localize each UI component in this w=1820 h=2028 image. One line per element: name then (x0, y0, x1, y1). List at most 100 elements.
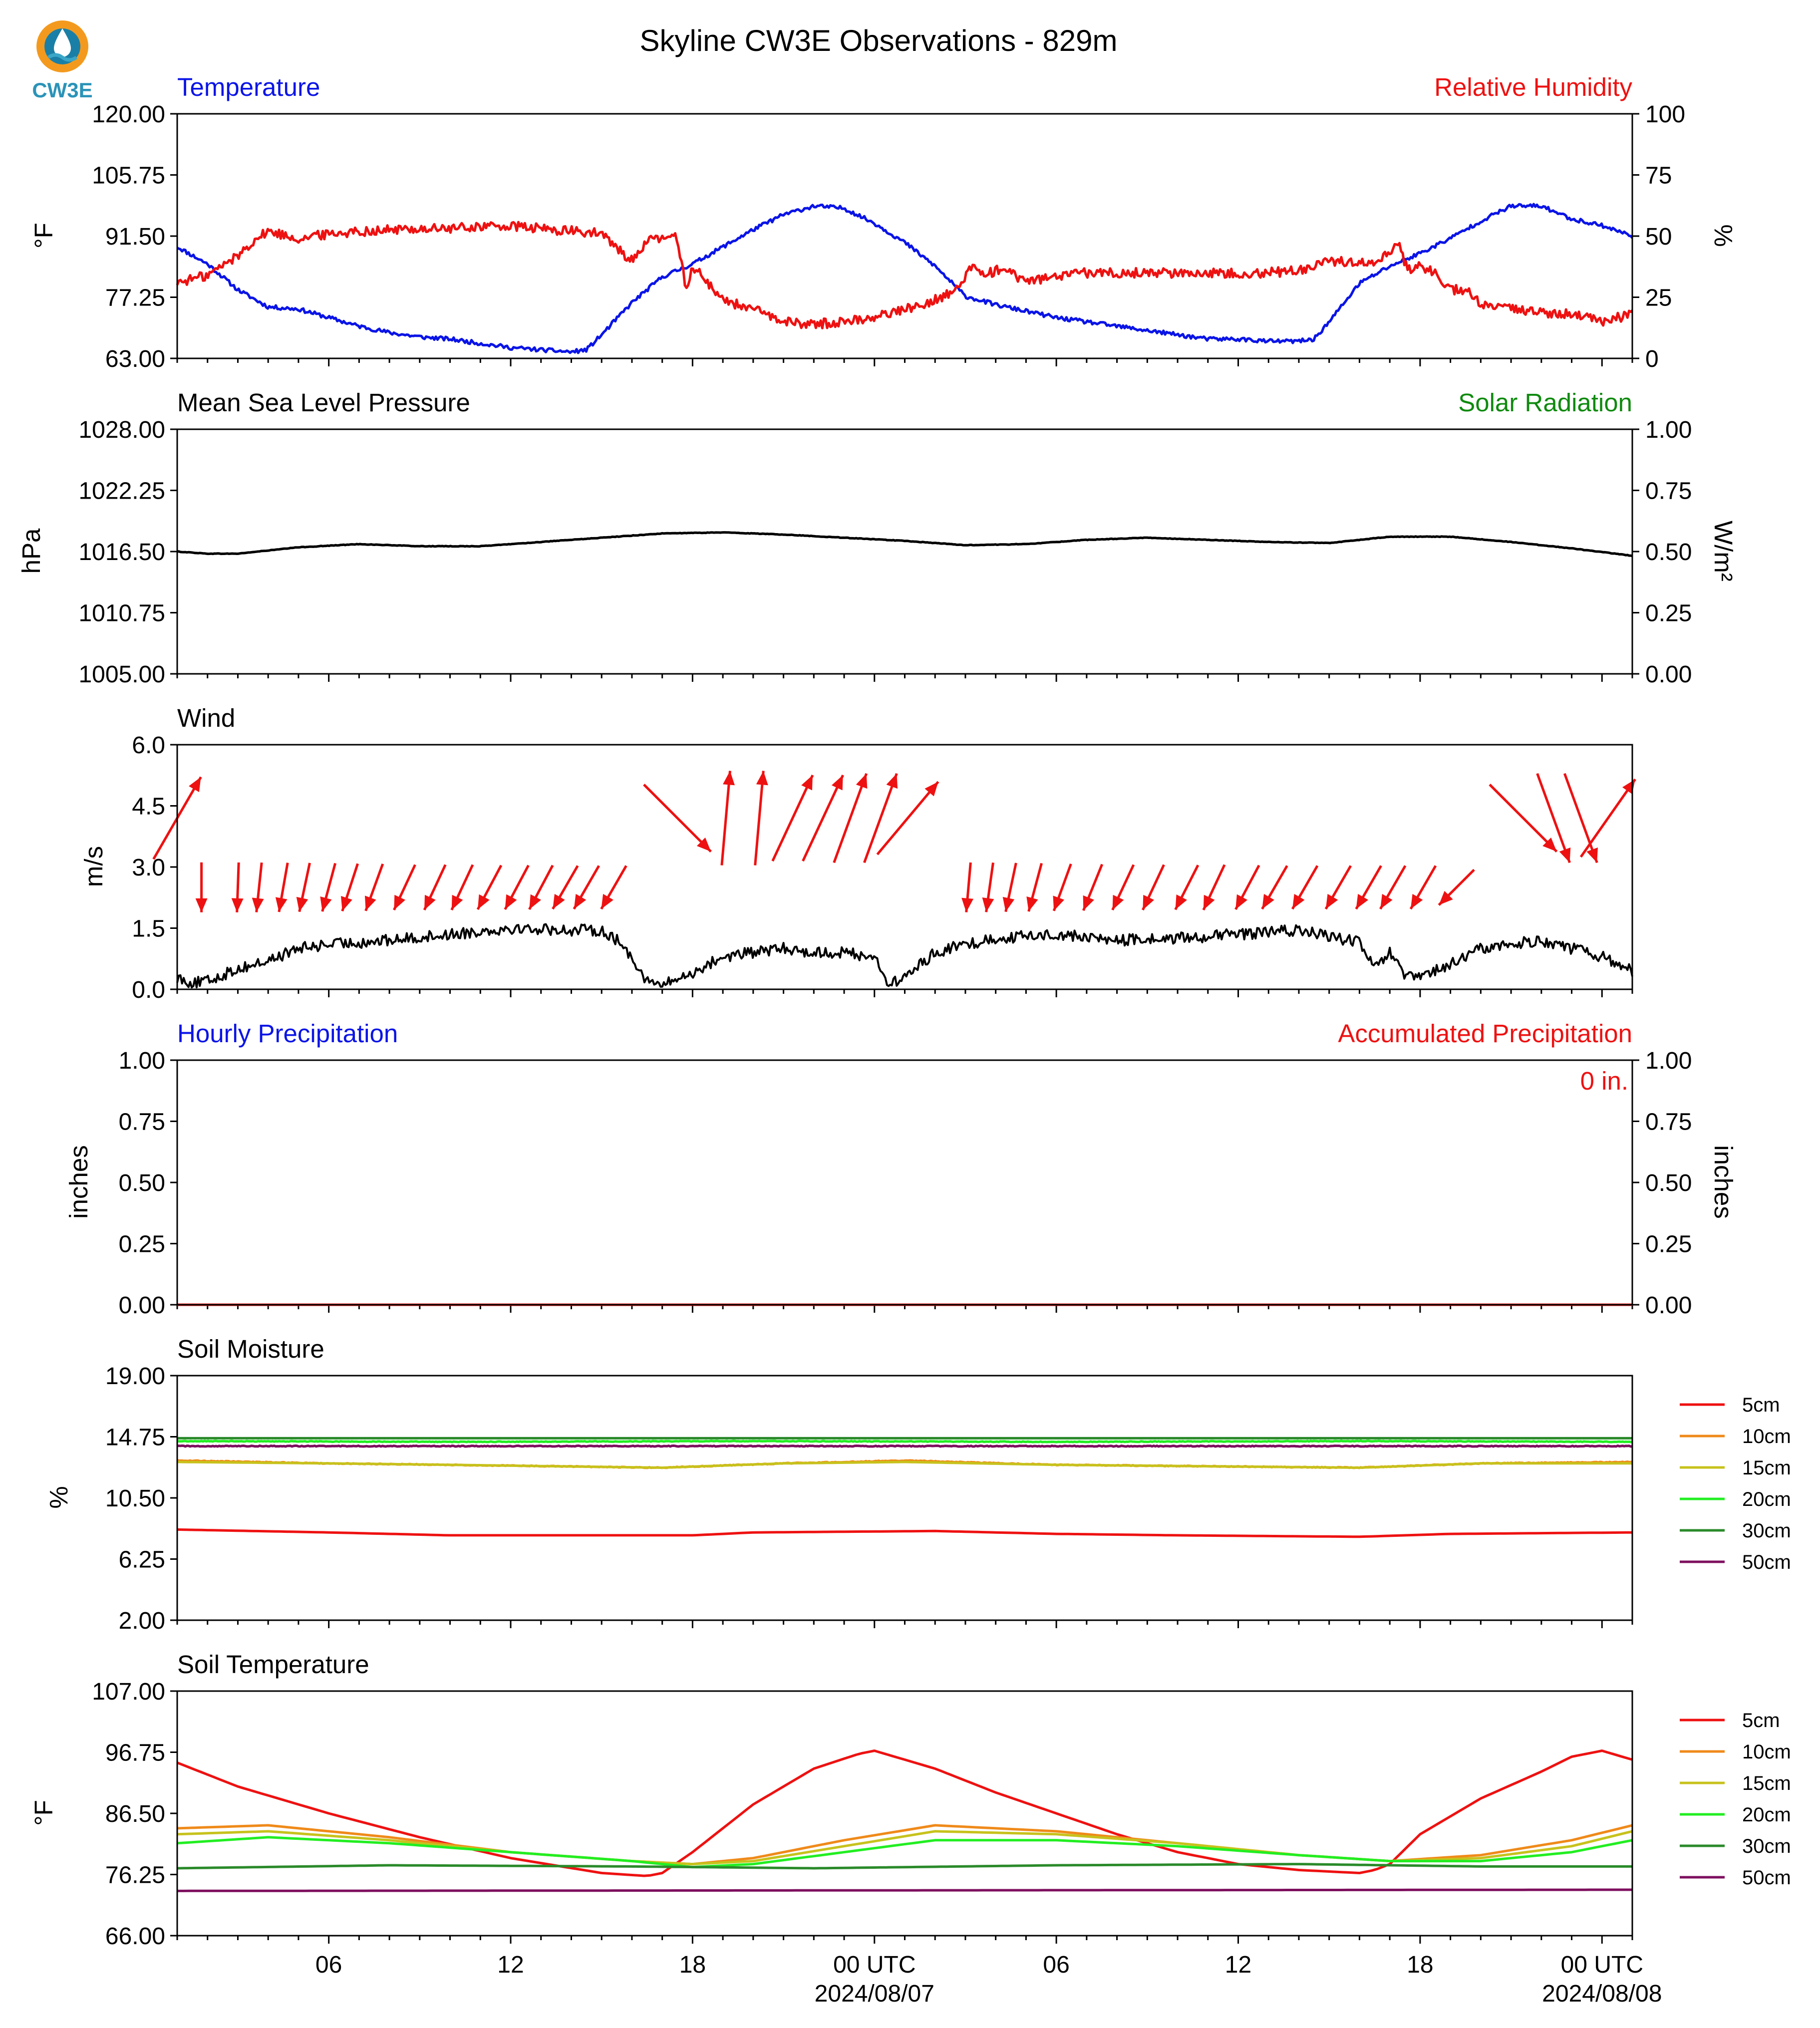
y-right-tick-label: 0.00 (1645, 1292, 1692, 1319)
wind-arrow (450, 864, 474, 911)
y-tick-label: 1022.25 (78, 478, 165, 505)
wind-arrow-shaft (720, 771, 731, 866)
wind-arrow (1489, 784, 1558, 853)
wind-arrow (504, 865, 530, 910)
wind-arrow-shaft (863, 773, 898, 864)
wind-arrow-head (756, 771, 768, 786)
y-right-tick-label: 0.50 (1645, 1170, 1692, 1196)
wind-arrow (573, 865, 600, 910)
wind-arrow (1536, 773, 1571, 864)
pressure-frame (176, 428, 1633, 675)
soil-temperature-legend: 5cm 10cm 15cm 20cm 30cm 50cm (1680, 1710, 1791, 1889)
y-tick-label: 86.50 (105, 1801, 165, 1827)
wind-frame (176, 744, 1633, 990)
wind-arrow (863, 773, 898, 864)
y-right-tick-label: 0.75 (1645, 478, 1692, 505)
wind-arrow-shaft (1563, 773, 1598, 864)
series-line-50cm (177, 1444, 1633, 1448)
legend-label: 15cm (1742, 1772, 1791, 1794)
wind-arrow-head (1026, 896, 1038, 912)
temperature-title: Temperature (177, 73, 320, 101)
wind-ylabel: m/s (79, 846, 108, 887)
precip-axis-ticks: 0.00 0.25 0.50 0.75 1.00 0.00 0.25 0.50 0.75 1.00 (119, 1048, 1692, 1319)
figure-title: Skyline CW3E Observations - 829m (639, 24, 1117, 57)
accum-precip-ylabel: inches (1709, 1145, 1738, 1218)
y-tick-label: 120.00 (92, 101, 165, 128)
wind-arrow (340, 863, 359, 912)
wind-arrow-head (1559, 847, 1571, 863)
wind-arrow-head (886, 773, 898, 789)
soil-moisture-ylabel: % (44, 1486, 73, 1508)
y-right-tick-label: 0.25 (1645, 600, 1692, 627)
y-right-tick-label: 0.00 (1645, 661, 1692, 688)
soil-moisture-plot-area (177, 1437, 1633, 1538)
wind-arrow-head (601, 893, 613, 909)
x-date-label: 2024/08/08 (1542, 1981, 1662, 2007)
wind-arrow-head (478, 894, 490, 909)
soil-moisture-title: Soil Moisture (177, 1335, 324, 1363)
temperature-frame (176, 113, 1633, 359)
wind-arrow-shaft (802, 774, 844, 862)
wind-arrow (1379, 865, 1407, 910)
wind-arrow-head (574, 893, 587, 909)
wind-arrow-head (1203, 894, 1215, 910)
y-right-tick-label: 100 (1645, 101, 1685, 128)
wind-arrow-head (801, 775, 813, 791)
x-tick-label: 18 (679, 1952, 706, 1978)
wind-arrow-shaft (1489, 784, 1558, 853)
solar-ylabel: W/m² (1709, 521, 1738, 581)
series-line-15cm (177, 1460, 1632, 1469)
y-tick-label: 105.75 (92, 163, 165, 189)
precip-panel: Hourly Precipitation Accumulated Precipi… (64, 1019, 1738, 1319)
x-tick-label: 12 (1225, 1952, 1251, 1978)
wind-arrow (600, 865, 627, 910)
wind-arrow-head (364, 895, 376, 911)
wind-arrow-head (296, 896, 308, 912)
x-tick-label: 00 UTC (833, 1952, 915, 1978)
wind-arrow (1202, 864, 1226, 911)
hourly-precip-title: Hourly Precipitation (177, 1019, 398, 1048)
wind-arrow (364, 863, 384, 911)
wind-arrow-head (320, 896, 332, 912)
wind-arrow (1142, 864, 1165, 911)
wind-arrow (1052, 863, 1072, 911)
soil-temperature-plot-area (177, 1749, 1633, 1892)
pressure-plot-area (177, 531, 1633, 558)
y-tick-label: 3.0 (132, 855, 165, 881)
temperature-plot-area (176, 203, 1633, 354)
series-line-mean-sea-level-pressure (177, 531, 1633, 558)
y-tick-label: 76.25 (105, 1862, 165, 1889)
wind-arrow-head (1143, 894, 1155, 910)
accum-precip-title: Accumulated Precipitation (1338, 1019, 1632, 1048)
legend-label: 30cm (1742, 1835, 1791, 1857)
y-tick-label: 1.00 (119, 1048, 165, 1074)
wind-arrow-shaft (833, 773, 868, 864)
wind-arrow-shaft (1536, 773, 1571, 864)
wind-arrow (643, 784, 712, 853)
cw3e-logo: CW3E (25, 17, 100, 102)
wind-arrow-shaft (771, 774, 814, 862)
soil-moisture-frame (176, 1375, 1633, 1621)
wind-arrow-head (1112, 894, 1124, 910)
y-tick-label: 6.25 (119, 1547, 165, 1573)
legend-label: 10cm (1742, 1741, 1791, 1763)
y-tick-label: 0.50 (119, 1170, 165, 1196)
y-right-tick-label: 50 (1645, 224, 1672, 250)
wind-arrow (1438, 869, 1475, 906)
y-tick-label: 77.25 (105, 285, 165, 311)
wind-arrow-head (1083, 895, 1094, 911)
wind-arrow-head (1439, 890, 1453, 905)
wind-arrow-head (856, 773, 868, 789)
logo-wave-icon (47, 53, 78, 62)
x-tick-label: 00 UTC (1561, 1952, 1643, 1978)
soil-temperature-frame (176, 1690, 1633, 1937)
series-line-5cm (177, 1749, 1633, 1877)
temperature-axis-ticks: 63.00 77.25 91.50 105.75 120.00 0 25 50 75 100 (92, 101, 1685, 372)
wind-arrow-head (451, 894, 463, 910)
wind-arrow-head (1262, 893, 1274, 909)
wind-arrow-shaft (643, 784, 712, 853)
wind-arrow (476, 865, 503, 910)
y-tick-label: 1010.75 (78, 600, 165, 627)
series-line-temperature (176, 203, 1633, 354)
wind-arrow (876, 781, 939, 856)
